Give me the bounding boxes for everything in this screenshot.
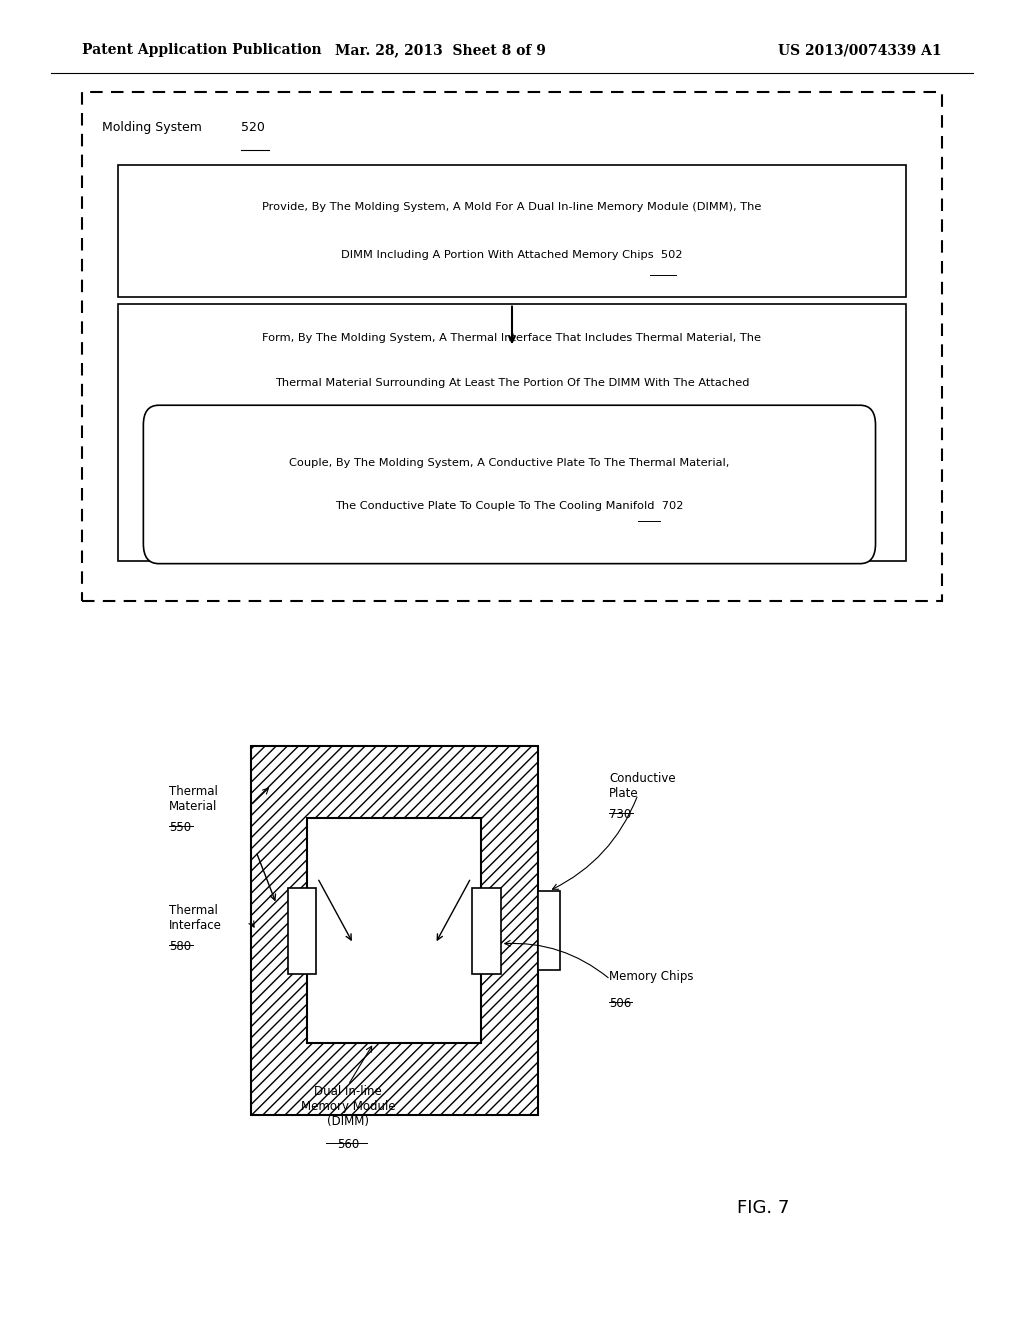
Text: US 2013/0074339 A1: US 2013/0074339 A1 bbox=[778, 44, 942, 57]
Bar bbox=[251, 746, 538, 1115]
Text: 506: 506 bbox=[609, 997, 632, 1010]
FancyBboxPatch shape bbox=[118, 304, 906, 561]
Text: 550: 550 bbox=[169, 821, 191, 834]
Text: Manifold That Includes A Liquid Cooled Pipe  504: Manifold That Includes A Liquid Cooled P… bbox=[373, 467, 651, 478]
Text: Thermal Material Surrounding At Least The Portion Of The DIMM With The Attached: Thermal Material Surrounding At Least Th… bbox=[274, 378, 750, 388]
Text: The Conductive Plate To Couple To The Cooling Manifold  702: The Conductive Plate To Couple To The Co… bbox=[335, 500, 683, 511]
Text: 580: 580 bbox=[169, 940, 191, 953]
Text: Couple, By The Molding System, A Conductive Plate To The Thermal Material,: Couple, By The Molding System, A Conduct… bbox=[289, 458, 729, 469]
Text: Patent Application Publication: Patent Application Publication bbox=[82, 44, 322, 57]
Text: Thermal
Material: Thermal Material bbox=[169, 785, 218, 813]
Text: 560: 560 bbox=[337, 1138, 359, 1151]
Text: DIMM Including A Portion With Attached Memory Chips  502: DIMM Including A Portion With Attached M… bbox=[341, 249, 683, 260]
Text: Memory Chips: Memory Chips bbox=[609, 970, 694, 983]
Text: Thermal
Interface: Thermal Interface bbox=[169, 904, 222, 932]
Text: Form, By The Molding System, A Thermal Interface That Includes Thermal Material,: Form, By The Molding System, A Thermal I… bbox=[262, 333, 762, 343]
Text: 730: 730 bbox=[609, 808, 632, 821]
Bar bbox=[472, 888, 501, 974]
Text: Molding System: Molding System bbox=[102, 121, 206, 135]
Text: FIG. 7: FIG. 7 bbox=[737, 1199, 790, 1217]
Text: Memory Chips, The Thermal Interface To Transfer Heat From The DIMM To A Cooling: Memory Chips, The Thermal Interface To T… bbox=[273, 422, 751, 433]
FancyBboxPatch shape bbox=[82, 92, 942, 601]
Bar bbox=[288, 888, 316, 974]
FancyBboxPatch shape bbox=[143, 405, 876, 564]
Bar bbox=[307, 818, 481, 1043]
Text: Conductive
Plate: Conductive Plate bbox=[609, 772, 676, 800]
Text: Provide, By The Molding System, A Mold For A Dual In-line Memory Module (DIMM), : Provide, By The Molding System, A Mold F… bbox=[262, 202, 762, 213]
Bar bbox=[251, 746, 538, 1115]
Text: Dual In-line
Memory Module
(DIMM): Dual In-line Memory Module (DIMM) bbox=[301, 1085, 395, 1129]
FancyBboxPatch shape bbox=[118, 165, 906, 297]
Text: Mar. 28, 2013  Sheet 8 of 9: Mar. 28, 2013 Sheet 8 of 9 bbox=[335, 44, 546, 57]
Text: 520: 520 bbox=[241, 121, 264, 135]
Bar bbox=[538, 891, 560, 970]
